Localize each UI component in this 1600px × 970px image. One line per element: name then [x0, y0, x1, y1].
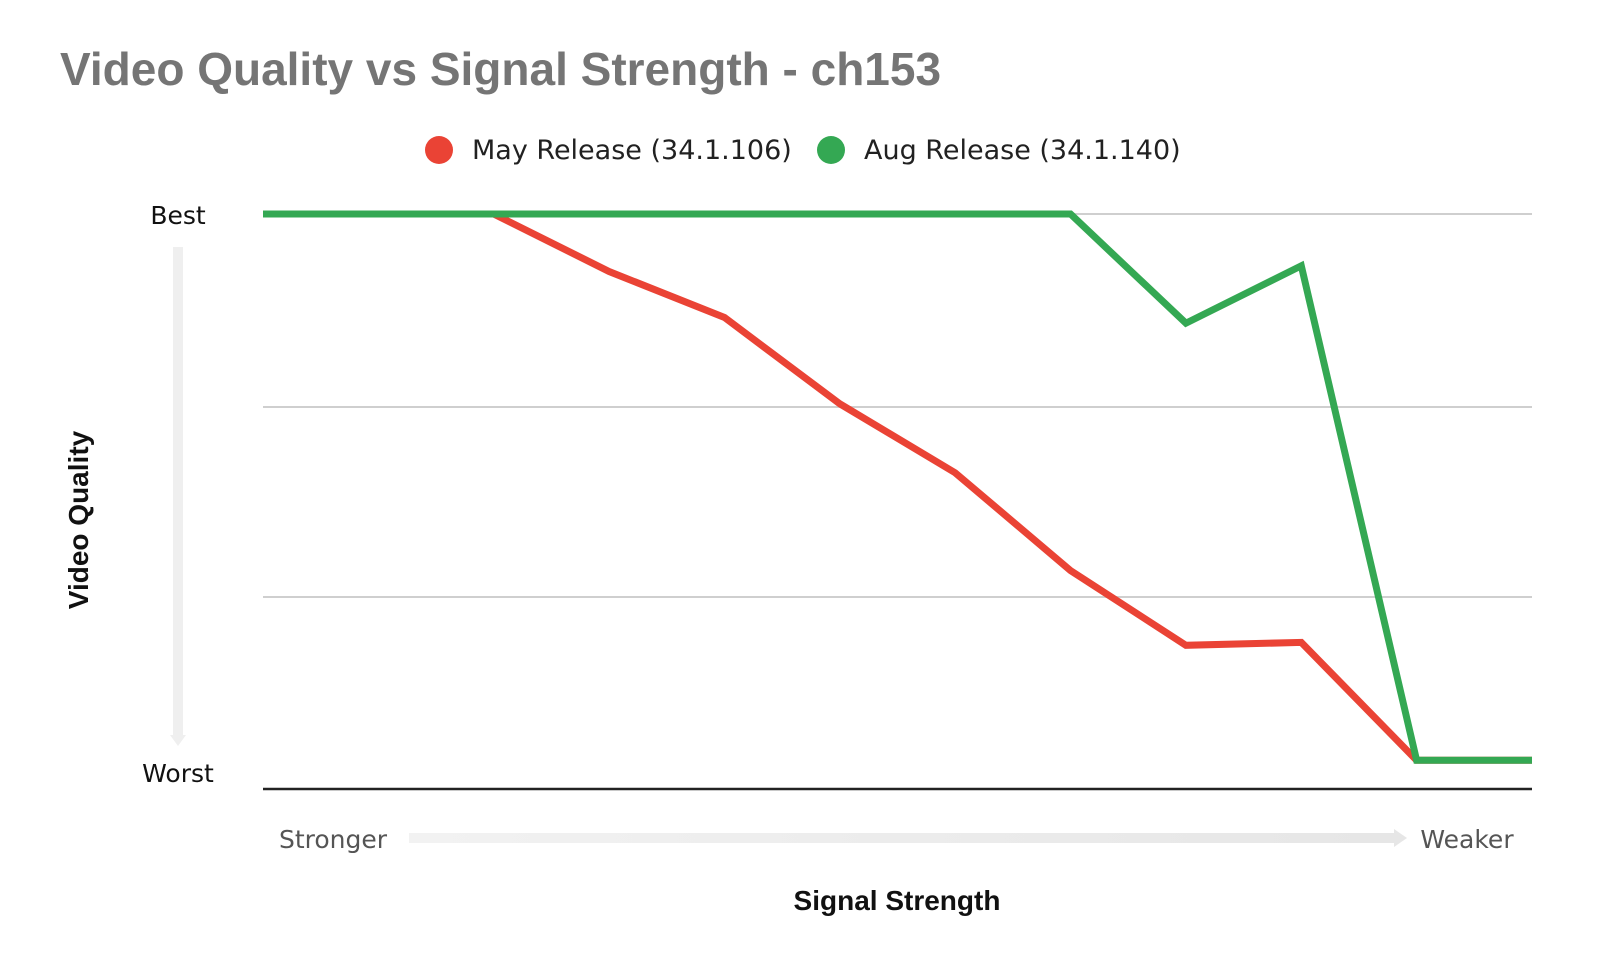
gridlines [263, 213, 1532, 598]
y-top-label: Best [150, 201, 206, 230]
series-line-aug-release [263, 210, 1532, 764]
series-layer [263, 210, 1532, 764]
x-end-label: Weaker [1420, 825, 1514, 854]
legend-marker-may [425, 136, 453, 164]
legend-label-aug: Aug Release (34.1.140) [864, 135, 1181, 166]
legend: May Release (34.1.106) Aug Release (34.1… [425, 135, 1181, 166]
legend-label-may: May Release (34.1.106) [472, 135, 792, 166]
x-axis-title: Signal Strength [794, 885, 1001, 916]
y-direction-arrow [170, 247, 186, 746]
series-line-may-release [263, 210, 1532, 764]
x-direction-arrow [409, 829, 1407, 847]
chart-title: Video Quality vs Signal Strength - ch153 [60, 43, 941, 95]
legend-marker-aug [817, 136, 845, 164]
y-bottom-label: Worst [142, 759, 214, 788]
y-axis-title: Video Quality [63, 430, 94, 609]
x-start-label: Stronger [279, 825, 388, 854]
